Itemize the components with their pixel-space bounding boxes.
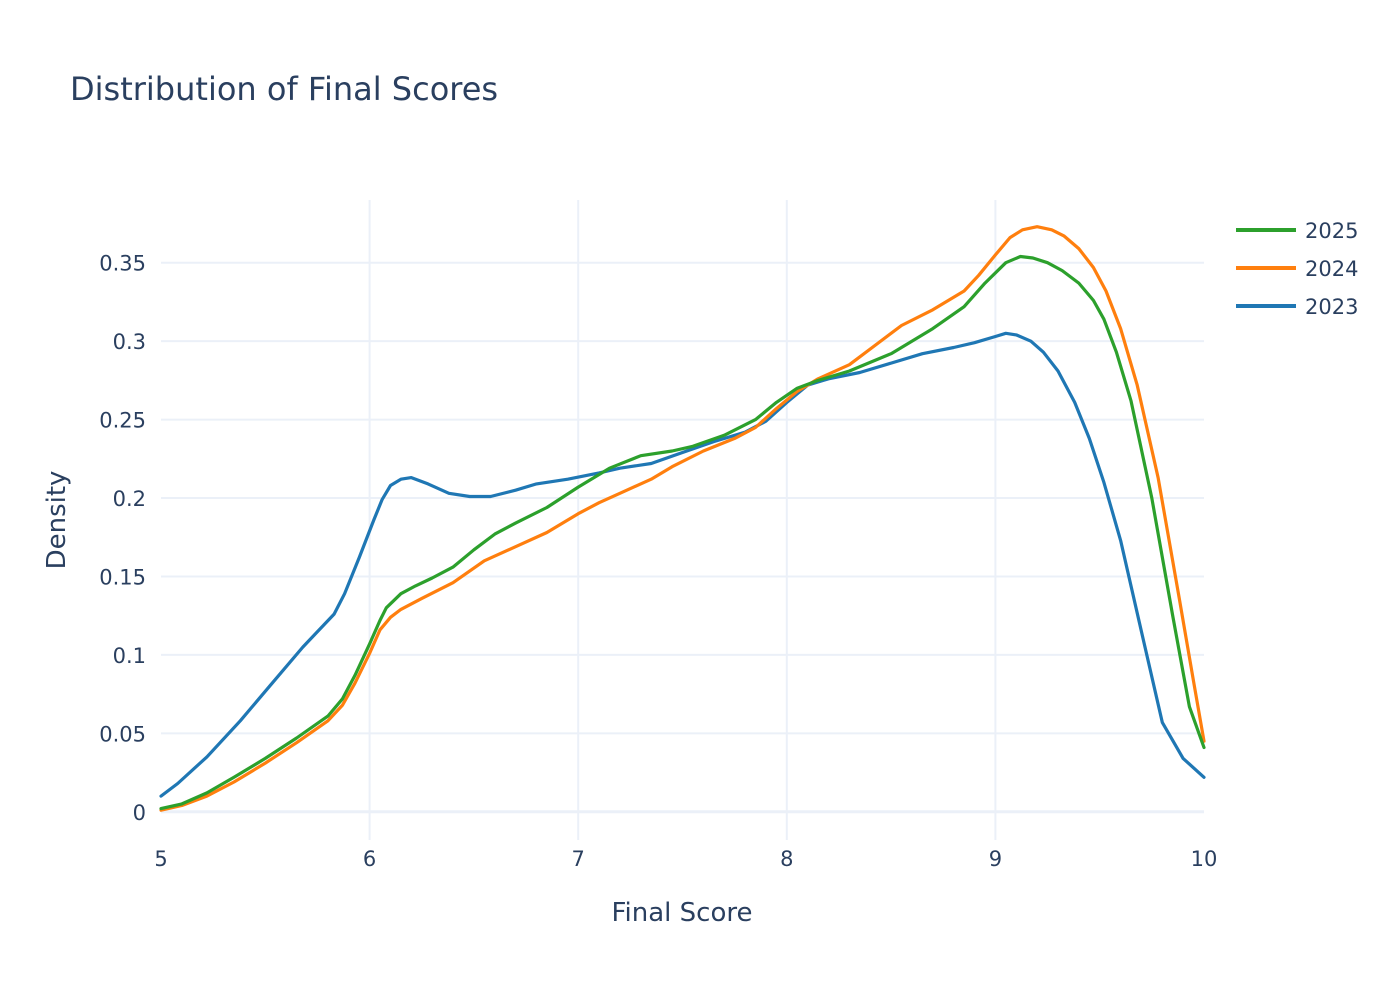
legend-item-2023[interactable]: 2023 bbox=[1236, 295, 1358, 319]
x-tick-labels: 5 6 7 8 9 10 bbox=[154, 847, 1217, 871]
x-tick-label: 9 bbox=[989, 847, 1002, 871]
y-tick-label: 0.35 bbox=[99, 252, 146, 276]
y-tick-label: 0.2 bbox=[113, 487, 146, 511]
y-tick-label: 0.3 bbox=[113, 330, 146, 354]
x-tick-label: 7 bbox=[572, 847, 585, 871]
series-line-2024 bbox=[159, 225, 1206, 812]
series-line-2023 bbox=[159, 331, 1206, 798]
y-tick-label: 0.05 bbox=[99, 722, 146, 746]
legend-label: 2024 bbox=[1305, 257, 1358, 281]
y-tick-label: 0 bbox=[133, 801, 146, 825]
y-tick-labels: 0 0.05 0.1 0.15 0.2 0.25 0.3 0.35 bbox=[99, 252, 146, 825]
x-tick-label: 5 bbox=[154, 847, 167, 871]
grid-layer bbox=[161, 200, 1204, 840]
legend-item-2025[interactable]: 2025 bbox=[1236, 219, 1358, 243]
y-tick-label: 0.15 bbox=[99, 565, 146, 589]
x-axis-title: Final Score bbox=[611, 898, 752, 928]
y-tick-label: 0.1 bbox=[113, 644, 146, 668]
x-tick-label: 6 bbox=[363, 847, 376, 871]
legend-label: 2025 bbox=[1305, 219, 1358, 243]
series-line-2025 bbox=[159, 254, 1206, 811]
y-tick-label: 0.25 bbox=[99, 409, 146, 433]
y-axis-title: Density bbox=[42, 471, 72, 570]
legend-item-2024[interactable]: 2024 bbox=[1236, 257, 1358, 281]
series-layer bbox=[159, 225, 1206, 812]
chart-title: Distribution of Final Scores bbox=[70, 70, 498, 108]
x-tick-label: 10 bbox=[1191, 847, 1218, 871]
legend-label: 2023 bbox=[1305, 295, 1358, 319]
x-tick-label: 8 bbox=[780, 847, 793, 871]
legend: 2025 2024 2023 bbox=[1236, 219, 1358, 319]
